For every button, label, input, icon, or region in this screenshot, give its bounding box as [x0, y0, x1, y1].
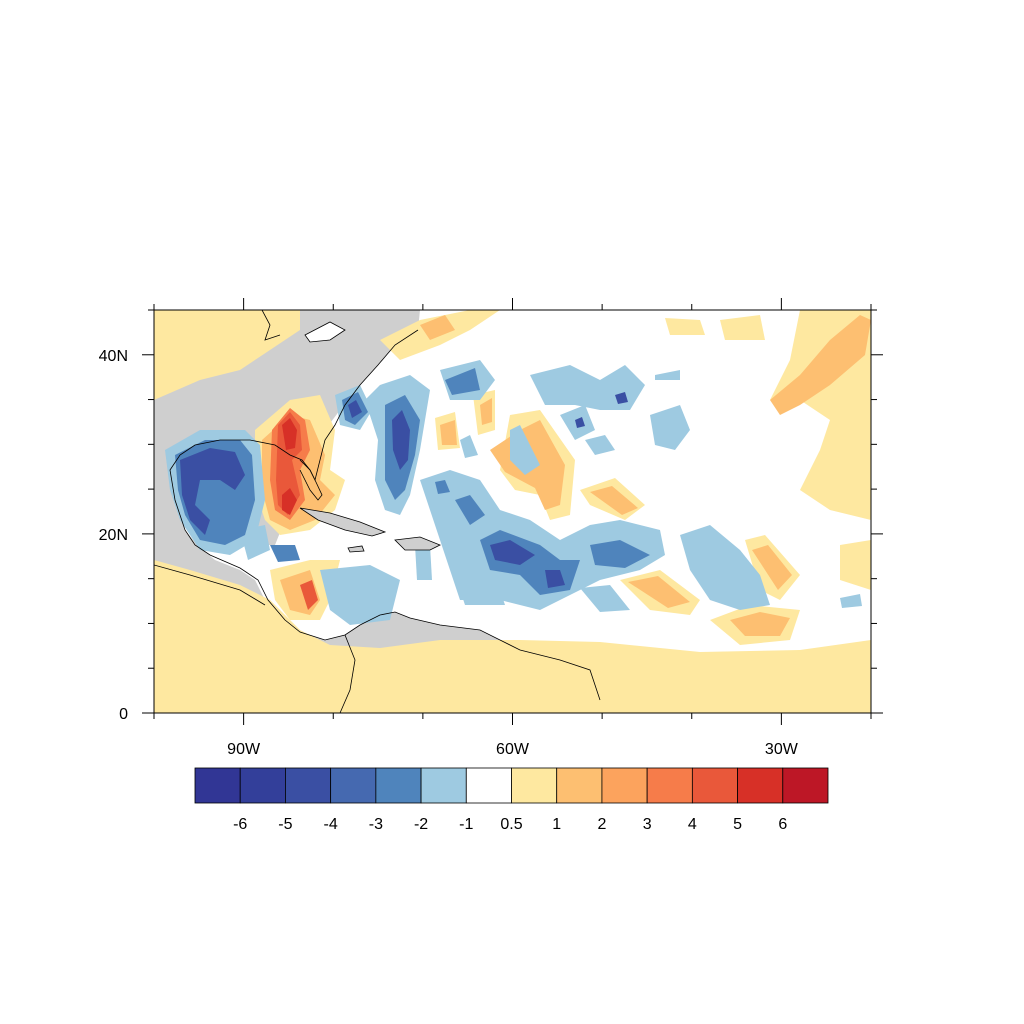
anomaly-region-far4-light [415, 545, 432, 580]
colorbar-bin [782, 767, 829, 804]
anomaly-region-far2-light [580, 585, 630, 612]
anomaly-region-dot-dark2 [615, 392, 628, 404]
anomaly-region-west-light [460, 435, 478, 458]
anomaly-region-dot-dark1 [575, 417, 585, 428]
colorbar-label: -5 [278, 816, 292, 833]
colorbar-labels: -6 -5 -4 -3 -2 -1 0.5 1 2 3 4 5 6 [233, 816, 787, 833]
colorbar-label: -4 [324, 816, 338, 833]
colorbar-label: 0.5 [500, 816, 522, 833]
anomaly-region-east-light [680, 525, 770, 610]
anomaly-region-south-orange [628, 576, 690, 608]
florida-coast [299, 459, 323, 501]
colorbar-label: 3 [643, 816, 652, 833]
colorbar-bin [601, 767, 648, 804]
contour-level-neg-3 [180, 392, 628, 588]
canada-coast [261, 310, 281, 341]
anomaly-region-northwest-positive [154, 310, 300, 400]
anomaly-region-honduras-mid [270, 545, 300, 562]
colorbar-bin [556, 767, 603, 804]
anomaly-region-small-mid [455, 495, 485, 525]
colorbar-label: 2 [597, 816, 606, 833]
anomaly-region-honduras-red [300, 580, 318, 610]
anomaly-region-florida-5 [282, 418, 297, 450]
colorbar-bin [285, 767, 332, 804]
anomaly-region-atlantic-dark [392, 410, 410, 470]
south-america-border [339, 634, 356, 713]
land-overlay [300, 322, 440, 550]
x-tick-label: 30W [765, 741, 799, 758]
colorbar-label: 4 [688, 816, 697, 833]
colorbar-bin [375, 767, 422, 804]
north-america-land [154, 310, 500, 650]
anomaly-region-florida-5b [282, 488, 297, 515]
colorbar-bin [420, 767, 467, 804]
y-tick-label: 0 [119, 706, 128, 723]
axis-tick-labels: 90W 60W 30W 0 20N 40N [99, 348, 799, 758]
colorbar-bin [646, 767, 693, 804]
anomaly-region-east-mid-orange [752, 545, 792, 590]
anomaly-region-yucatan-light [240, 525, 270, 560]
anomaly-region-south-america-positive [154, 560, 871, 713]
anomaly-region-small2-light [585, 435, 615, 455]
contour-level-3-6 [270, 408, 318, 610]
colorbar-label: -3 [369, 816, 383, 833]
anomaly-region-bermuda-dark [348, 400, 362, 418]
anomaly-region-caribbean-light [420, 470, 665, 610]
us-east-coast [169, 329, 601, 701]
anomaly-region-north-mid [445, 368, 480, 395]
colorbar-label: -2 [414, 816, 428, 833]
great-lakes-white [305, 322, 345, 342]
hispaniola-overlay [395, 537, 440, 550]
colorbar-bin [465, 767, 512, 804]
jamaica-coast [347, 545, 365, 553]
anomaly-region-dot-mid [435, 480, 450, 494]
colorbar-bin [691, 767, 738, 804]
anomaly-region-far-light [840, 594, 862, 608]
colorbar-bin [330, 767, 377, 804]
colorbar-bin [194, 767, 241, 804]
map-plot-area [154, 310, 871, 713]
colorbar-bin [239, 767, 286, 804]
anomaly-region-dot1-light [655, 370, 680, 380]
colorbar-label: 1 [552, 816, 561, 833]
central-america-inner [154, 564, 266, 606]
anomaly-region-caribbean-east-mid [590, 540, 650, 568]
anomaly-region-southeast-orange [730, 612, 790, 636]
cuba-coast [299, 507, 387, 537]
x-tick-label: 60W [496, 741, 530, 758]
anomaly-region-northeast-small2-positive [665, 318, 705, 335]
colorbar-label: 6 [778, 816, 787, 833]
anomaly-region-caribbean-dark [490, 540, 535, 565]
y-tick-label: 40N [99, 348, 128, 365]
y-tick-label: 20N [99, 527, 128, 544]
x-tick-label: 90W [227, 741, 261, 758]
cuba-overlay [300, 508, 385, 536]
colorbar [194, 767, 829, 804]
anomaly-region-north-orange [420, 315, 455, 340]
great-lakes-coast [304, 321, 346, 343]
hispaniola-coast [394, 536, 441, 551]
axis-ticks [142, 298, 883, 725]
colorbar-label: -6 [233, 816, 247, 833]
anomaly-region-caribbean-dark2 [545, 570, 565, 588]
anomaly-region-northeast-small-positive [720, 315, 765, 340]
anomaly-region-mid-orange [590, 486, 638, 515]
anomaly-region-mid-east-light [650, 405, 690, 450]
anomaly-region-mid-small-orange [440, 420, 457, 445]
anomaly-region-far-east-positive [840, 540, 871, 590]
colorbar-label: -1 [459, 816, 473, 833]
anomaly-region-small-orange [480, 398, 492, 425]
anomaly-region-south-light [320, 565, 400, 625]
coastlines [154, 310, 601, 713]
anomaly-region-eastern-atlantic-orange [770, 315, 871, 415]
anomaly-region-gulf-dark [180, 448, 245, 535]
colorbar-bin [511, 767, 558, 804]
colorbar-label: 5 [733, 816, 742, 833]
anomaly-region-far3-light [460, 590, 505, 605]
colorbar-bin [737, 767, 784, 804]
anomaly-region-center-light [510, 425, 540, 475]
